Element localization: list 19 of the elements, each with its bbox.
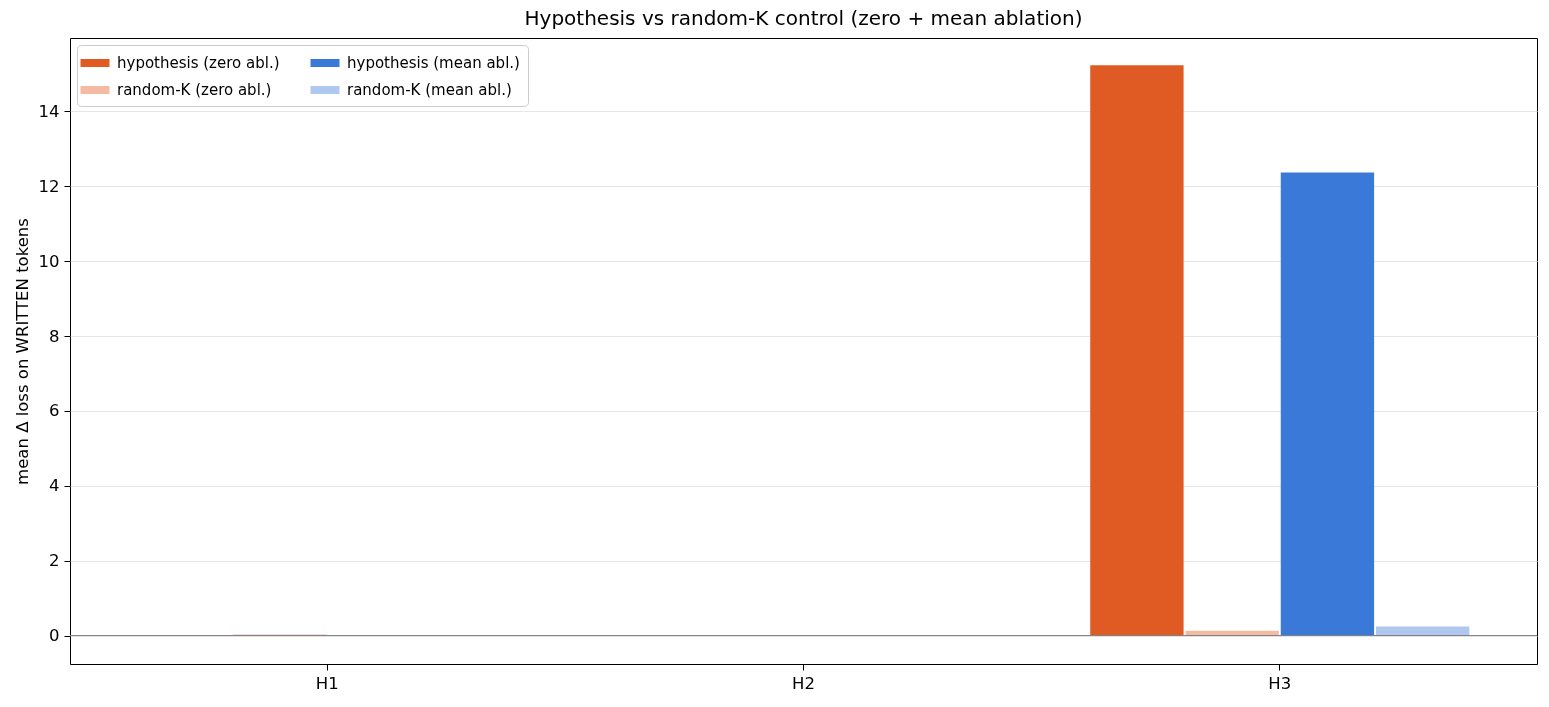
y-tick-label: 8 — [49, 326, 60, 346]
y-tick-label: 2 — [49, 551, 60, 571]
x-tick-label: H2 — [792, 673, 815, 693]
x-tick-label: H3 — [1268, 673, 1292, 693]
y-tick-label: 6 — [49, 401, 60, 421]
y-tick-label: 14 — [38, 101, 60, 121]
legend-label: random-K (mean abl.) — [347, 81, 512, 99]
bar — [1090, 65, 1184, 636]
y-axis-title: mean Δ loss on WRITTEN tokens — [12, 218, 32, 485]
legend-label: hypothesis (mean abl.) — [347, 54, 520, 72]
legend-label: random-K (zero abl.) — [117, 81, 272, 99]
y-tick-label: 12 — [38, 176, 60, 196]
chart-title: Hypothesis vs random-K control (zero + mean ablation) — [524, 6, 1083, 30]
x-tick-label: H1 — [315, 673, 339, 693]
y-tick-label: 0 — [49, 626, 60, 646]
y-tick-label: 4 — [49, 476, 60, 496]
y-tick-label: 10 — [38, 251, 60, 271]
legend-label: hypothesis (zero abl.) — [117, 54, 280, 72]
bar — [1280, 172, 1375, 636]
